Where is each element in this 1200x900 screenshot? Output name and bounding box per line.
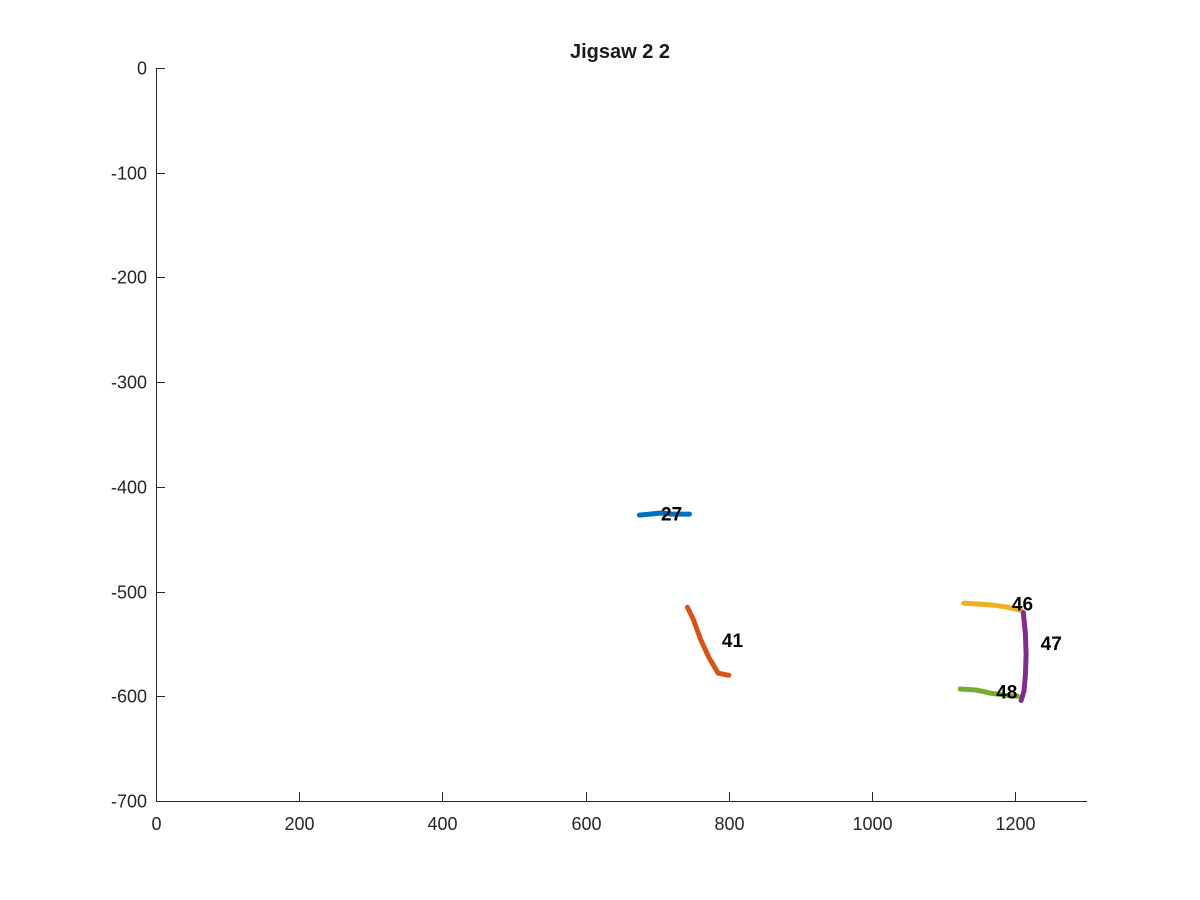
x-tick-label: 400 <box>427 814 457 834</box>
series-label-46: 46 <box>1012 594 1033 615</box>
series-line-41 <box>684 604 732 678</box>
axes <box>156 68 1087 802</box>
y-tick-label: -300 <box>111 373 147 393</box>
y-ticks: 0 -100 -200 -300 -400 -500 -600 -700 <box>111 59 165 812</box>
y-tick-label: -500 <box>111 583 147 603</box>
series-line-46 <box>961 600 1024 613</box>
y-tick-label: 0 <box>137 59 147 79</box>
x-tick-label: 1000 <box>852 814 892 834</box>
y-tick-label: -400 <box>111 478 147 498</box>
series-label-41: 41 <box>722 631 744 652</box>
chart-title: Jigsaw 2 2 <box>570 41 670 63</box>
x-tick-label: 800 <box>714 814 744 834</box>
y-tick-label: -700 <box>111 792 147 812</box>
segment-labels: 27 41 46 47 48 <box>661 504 1062 703</box>
series-line-27 <box>636 510 692 518</box>
series-label-27: 27 <box>661 504 682 525</box>
x-tick-label: 200 <box>284 814 314 834</box>
x-tick-label: 1200 <box>995 814 1035 834</box>
y-tick-label: -600 <box>111 687 147 707</box>
y-tick-label: -100 <box>111 164 147 184</box>
series-line-48 <box>957 686 1020 699</box>
series-label-48: 48 <box>996 682 1017 703</box>
x-ticks: 0 200 400 600 800 1000 1200 <box>151 792 1036 834</box>
y-tick-label: -200 <box>111 268 147 288</box>
series-group <box>636 510 1029 703</box>
x-tick-label: 0 <box>151 814 161 834</box>
x-tick-label: 600 <box>571 814 601 834</box>
series-line-47 <box>1018 610 1029 703</box>
series-label-47: 47 <box>1041 634 1062 655</box>
